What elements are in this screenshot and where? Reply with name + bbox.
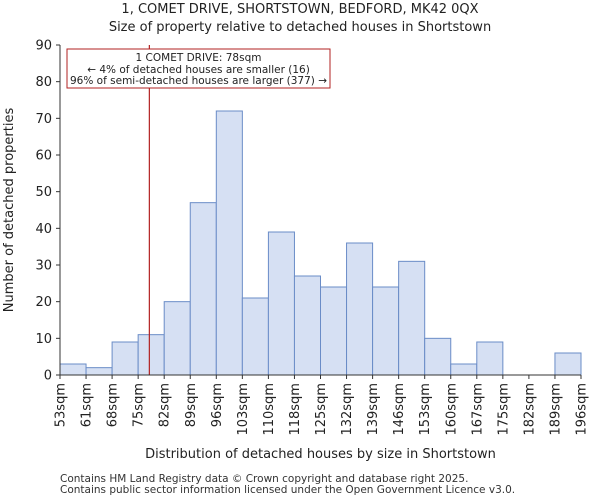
x-tick-label: 160sqm bbox=[444, 383, 459, 436]
bar-75sqm bbox=[137, 334, 165, 376]
chart-title: 1, COMET DRIVE, SHORTSTOWN, BEDFORD, MK4… bbox=[121, 2, 479, 17]
footer-line-2: Contains public sector information licen… bbox=[60, 484, 516, 496]
x-tick-label: 132sqm bbox=[340, 383, 355, 436]
bar-153sqm bbox=[424, 337, 452, 376]
x-tick-label: 125sqm bbox=[314, 383, 329, 436]
y-tick-label: 80 bbox=[35, 75, 52, 90]
bar-118sqm bbox=[293, 275, 322, 376]
y-tick-label: 30 bbox=[35, 259, 52, 274]
bar-160sqm bbox=[450, 363, 478, 376]
bar-167sqm bbox=[476, 341, 504, 376]
chart-subtitle: Size of property relative to detached ho… bbox=[108, 20, 492, 35]
annotation-line-2: ← 4% of detached houses are smaller (16) bbox=[87, 64, 310, 76]
x-axis-ticks: 53sqm 61sqm 68sqm 75sqm 82sqm 89sqm 96sqm 103sq… bbox=[54, 375, 590, 436]
x-tick-label: 103sqm bbox=[236, 383, 251, 436]
x-tick-label: 175sqm bbox=[496, 383, 511, 436]
y-tick-label: 50 bbox=[35, 185, 52, 200]
x-tick-label: 75sqm bbox=[132, 383, 147, 427]
y-axis-label: Number of detached properties bbox=[2, 108, 17, 313]
bar-132sqm bbox=[346, 242, 374, 376]
y-axis-ticks: 0 10 20 30 40 50 60 70 80 90 bbox=[35, 39, 60, 384]
x-tick-label: 89sqm bbox=[184, 383, 199, 427]
y-tick-label: 10 bbox=[35, 332, 52, 347]
annotation-line-3: 96% of semi-detached houses are larger (… bbox=[70, 75, 327, 87]
x-tick-label: 182sqm bbox=[522, 383, 537, 436]
x-axis-label: Distribution of detached houses by size … bbox=[145, 447, 496, 462]
bar-82sqm bbox=[163, 301, 191, 376]
x-tick-label: 68sqm bbox=[106, 383, 121, 427]
x-tick-label: 61sqm bbox=[80, 383, 95, 427]
x-tick-label: 118sqm bbox=[288, 383, 303, 436]
y-tick-label: 90 bbox=[35, 39, 52, 54]
y-tick-label: 20 bbox=[35, 295, 52, 310]
x-tick-label: 139sqm bbox=[366, 383, 381, 436]
y-tick-label: 40 bbox=[35, 222, 52, 237]
bar-189sqm bbox=[554, 352, 582, 376]
marker-annotation: 1 COMET DRIVE: 78sqm ← 4% of detached ho… bbox=[66, 48, 331, 89]
bar-53sqm bbox=[59, 363, 87, 376]
bar-110sqm bbox=[267, 231, 295, 376]
x-tick-label: 146sqm bbox=[392, 383, 407, 436]
bar-103sqm bbox=[241, 297, 269, 376]
bar-96sqm bbox=[215, 110, 243, 376]
x-tick-label: 96sqm bbox=[210, 383, 225, 427]
x-tick-label: 53sqm bbox=[54, 383, 69, 427]
footer-line-1: Contains HM Land Registry data © Crown c… bbox=[60, 473, 469, 485]
x-tick-label: 196sqm bbox=[575, 383, 590, 436]
bar-125sqm bbox=[320, 286, 348, 376]
bars-group bbox=[59, 110, 582, 376]
axes bbox=[59, 45, 581, 376]
x-tick-label: 189sqm bbox=[548, 383, 563, 436]
y-tick-label: 0 bbox=[44, 369, 52, 384]
annotation-box bbox=[66, 48, 331, 89]
x-tick-label: 153sqm bbox=[418, 383, 433, 436]
y-tick-label: 70 bbox=[35, 112, 52, 127]
annotation-line-1: 1 COMET DRIVE: 78sqm bbox=[136, 52, 262, 64]
bar-68sqm bbox=[111, 341, 139, 376]
x-tick-label: 110sqm bbox=[262, 383, 277, 436]
bar-61sqm bbox=[85, 367, 113, 376]
x-tick-label: 167sqm bbox=[470, 383, 485, 436]
bar-146sqm bbox=[398, 260, 426, 376]
x-tick-label: 82sqm bbox=[158, 383, 173, 427]
bar-89sqm bbox=[189, 202, 217, 376]
bar-139sqm bbox=[372, 286, 400, 376]
y-tick-label: 60 bbox=[35, 149, 52, 164]
